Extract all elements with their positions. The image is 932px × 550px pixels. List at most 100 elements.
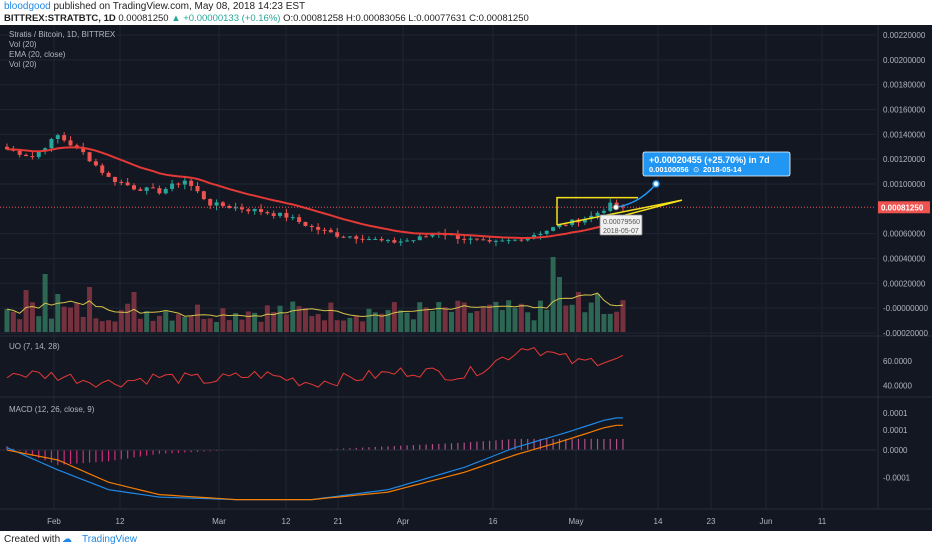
volume-bar [499, 310, 505, 332]
candle-body [208, 199, 213, 206]
legend-item: Vol (20) [9, 40, 37, 49]
volume-bar [328, 302, 334, 332]
volume-bar [118, 310, 124, 332]
macd-histogram-bar [457, 442, 459, 451]
volume-bar [588, 302, 594, 332]
volume-bar [233, 313, 239, 332]
candle-body [563, 224, 568, 226]
close-value: 0.00081250 [118, 13, 169, 24]
volume-bar [87, 287, 93, 332]
macd-histogram-bar [44, 450, 46, 461]
low-value: 0.00077631 [416, 13, 467, 24]
macd-histogram-bar [501, 439, 503, 451]
price-axis-tick: -0.00000000 [883, 304, 928, 313]
candle-body [265, 212, 270, 214]
macd-histogram-bar [171, 450, 173, 454]
candle-body [303, 222, 308, 226]
candle-body [144, 187, 149, 191]
volume-bar [449, 311, 454, 332]
volume-bar [595, 294, 601, 332]
candle-body [151, 187, 156, 189]
candle-body [93, 161, 98, 166]
macd-histogram-bar [12, 448, 14, 451]
candle-body [259, 209, 263, 213]
uo-label: UO (7, 14, 28) [9, 342, 60, 351]
macd-histogram-bar [584, 438, 586, 451]
price-pane[interactable] [0, 132, 876, 332]
macd-histogram-bar [158, 450, 160, 454]
volume-bar [80, 316, 86, 332]
candle-body [500, 240, 505, 242]
macd-histogram-bar [82, 450, 84, 464]
volume-bar [290, 301, 296, 332]
volume-bar [544, 309, 550, 332]
legend-item: EMA (20, close) [9, 50, 66, 59]
price-axis-tick: 0.00200000 [883, 56, 926, 65]
macd-pane[interactable] [0, 417, 876, 501]
macd-histogram-bar [133, 450, 135, 458]
projection-change: +0.00020455 (+25.70%) in 7d [649, 155, 770, 165]
macd-histogram-bar [95, 450, 97, 463]
author-link[interactable]: bloodgood [4, 1, 51, 12]
candle-body [462, 238, 467, 240]
macd-histogram-bar [120, 450, 122, 460]
candle-body [201, 191, 206, 200]
publish-header: bloodgood published on TradingView.com, … [0, 0, 932, 24]
chart-area[interactable]: 0.00220000 0.00200000 0.00180000 0.00160000… [0, 25, 932, 532]
candle-body [335, 232, 340, 237]
uo-pane[interactable] [6, 347, 624, 388]
candle-body [481, 239, 486, 241]
chart-svg[interactable]: 0.00220000 0.00200000 0.00180000 0.00160000… [0, 25, 932, 532]
macd-histogram-bar [50, 450, 53, 463]
ohlc-line: BITTREX:STRATBTC, 1D 0.00081250 ▲ +0.000… [4, 13, 529, 24]
clock-icon: ⊙ [693, 165, 699, 174]
tradingview-brand-link[interactable]: TradingView [82, 534, 138, 545]
volume-bar [556, 277, 562, 332]
volume-bar [48, 318, 54, 332]
candle-body [239, 207, 244, 210]
time-axis-tick: Apr [397, 517, 410, 526]
candle-body [284, 212, 289, 218]
high-label: H: [345, 13, 356, 24]
macd-histogram-bar [203, 450, 205, 452]
last-price-badge-text: 0.00081250 [881, 203, 924, 212]
candle-body [366, 239, 371, 241]
macd-histogram-bar [381, 446, 383, 451]
macd-histogram-bar [209, 450, 211, 452]
volume-bar [36, 316, 42, 332]
candle-body [373, 238, 378, 240]
time-axis-tick: 23 [707, 517, 716, 526]
volume-bar [468, 312, 474, 332]
volume-bar [252, 312, 258, 332]
time-axis-tick: 21 [334, 517, 343, 526]
volume-bar [131, 292, 137, 332]
macd-histogram-bar [127, 450, 129, 459]
pattern-line [556, 199, 683, 226]
macd-histogram-bar [565, 438, 567, 451]
cursor-label [599, 214, 643, 236]
volume-bar [334, 320, 340, 332]
macd-histogram-bar [590, 438, 592, 451]
macd-histogram-bar [546, 438, 548, 451]
volume-bar [423, 307, 429, 332]
volume-bar [277, 305, 283, 332]
candle-body [322, 229, 327, 231]
volume-bar [175, 314, 181, 332]
volume-bar [398, 310, 404, 332]
macd-histogram-bar [342, 448, 345, 451]
price-axis-tick: 0.00180000 [883, 81, 926, 90]
macd-histogram-bar [450, 443, 453, 451]
open-value: 0.00081258 [293, 13, 344, 24]
macd-histogram-bar [190, 450, 192, 453]
price-axis-tick: 0.00100000 [883, 180, 926, 189]
candle-body [278, 212, 283, 216]
volume-bar [372, 312, 378, 332]
volume-bar [506, 300, 512, 332]
volume-bar [322, 320, 327, 332]
candle-body [354, 236, 359, 239]
volume-bar [614, 311, 620, 332]
volume-bar [226, 320, 232, 332]
macd-histogram-bar [114, 450, 116, 461]
signal-line [6, 424, 623, 501]
candle-body [608, 202, 613, 211]
